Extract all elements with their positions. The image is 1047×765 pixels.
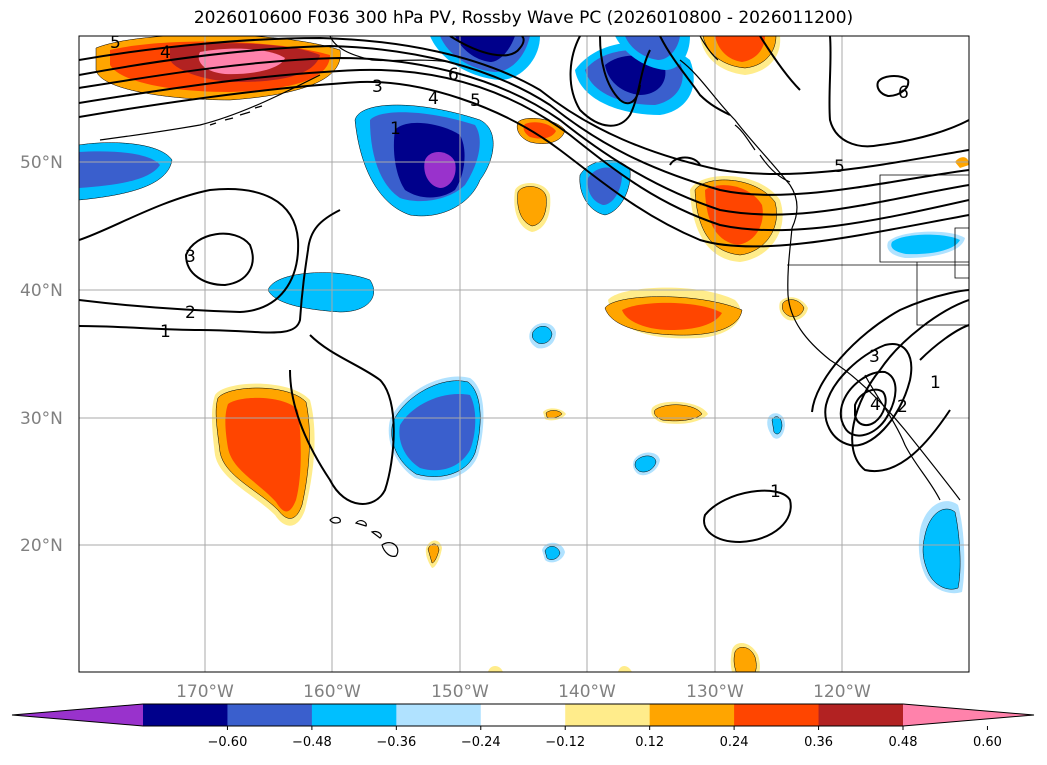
lon-label: 140°W [558, 682, 616, 702]
svg-text:4: 4 [870, 395, 881, 415]
pv-contours [79, 36, 969, 544]
colorbar-extend-high [903, 704, 1034, 726]
svg-text:5: 5 [470, 91, 481, 111]
map-frame [78, 35, 970, 673]
svg-text:5: 5 [834, 157, 845, 177]
map-title: 2026010600 F036 300 hPa PV, Rossby Wave … [193, 8, 854, 28]
lon-label: 150°W [431, 682, 489, 702]
colorbar-segment [143, 704, 228, 726]
graticule [79, 36, 969, 672]
lat-label: 50°N [20, 153, 63, 173]
latitude-labels: 50°N 40°N 30°N 20°N [20, 153, 63, 556]
colorbar-segment [311, 704, 397, 726]
colorbar-segment [818, 704, 904, 726]
contour-labels: 5 4 3 6 4 5 1 3 2 1 5 6 3 1 2 4 1 [110, 33, 941, 502]
svg-text:2: 2 [897, 397, 908, 417]
colorbar [11, 703, 1035, 727]
colorbar-tick-label: 0.48 [889, 735, 918, 750]
colorbar-tick-label: 0.36 [804, 735, 833, 750]
svg-text:4: 4 [428, 89, 439, 109]
svg-text:2: 2 [185, 303, 196, 323]
svg-text:1: 1 [930, 373, 941, 393]
lat-label: 40°N [20, 281, 63, 301]
colorbar-segment [565, 704, 651, 726]
svg-text:1: 1 [390, 119, 401, 139]
colorbar-segment [480, 704, 566, 726]
svg-text:1: 1 [770, 482, 781, 502]
colorbar-tick-label: −0.48 [292, 735, 332, 750]
lat-label: 20°N [20, 536, 63, 556]
svg-text:5: 5 [110, 33, 121, 53]
colorbar-segment [734, 704, 820, 726]
lon-label: 130°W [686, 682, 744, 702]
map-panel [79, 36, 969, 672]
colorbar-tick-label: −0.24 [461, 735, 501, 750]
svg-text:4: 4 [160, 43, 171, 63]
lon-label: 120°W [813, 682, 871, 702]
longitude-labels: 170°W 160°W 150°W 140°W 130°W 120°W [176, 682, 871, 702]
lat-label: 30°N [20, 409, 63, 429]
colorbar-ticks: −0.60 −0.48 −0.36 −0.24 −0.12 0.12 0.24 0.36 0.4… [208, 726, 1002, 750]
colorbar-tick-label: 0.60 [973, 735, 1002, 750]
svg-text:3: 3 [372, 77, 383, 97]
svg-text:3: 3 [869, 347, 880, 367]
colorbar-segment [227, 704, 313, 726]
colorbar-extend-low [12, 704, 143, 726]
colorbar-tick-label: −0.36 [376, 735, 416, 750]
colorbar-tick-label: 0.24 [720, 735, 749, 750]
svg-text:6: 6 [448, 65, 459, 85]
pv-anomaly-fill [79, 36, 969, 672]
colorbar-tick-label: −0.12 [545, 735, 585, 750]
colorbar-tick-label: −0.60 [208, 735, 248, 750]
colorbar-segment [396, 704, 482, 726]
colorbar-outline [11, 703, 1035, 727]
svg-text:3: 3 [185, 247, 196, 267]
colorbar-tick-label: 0.12 [635, 735, 664, 750]
svg-text:1: 1 [160, 322, 171, 342]
lon-label: 160°W [303, 682, 361, 702]
colorbar-segment [649, 704, 735, 726]
svg-text:6: 6 [898, 83, 909, 103]
lon-label: 170°W [176, 682, 234, 702]
